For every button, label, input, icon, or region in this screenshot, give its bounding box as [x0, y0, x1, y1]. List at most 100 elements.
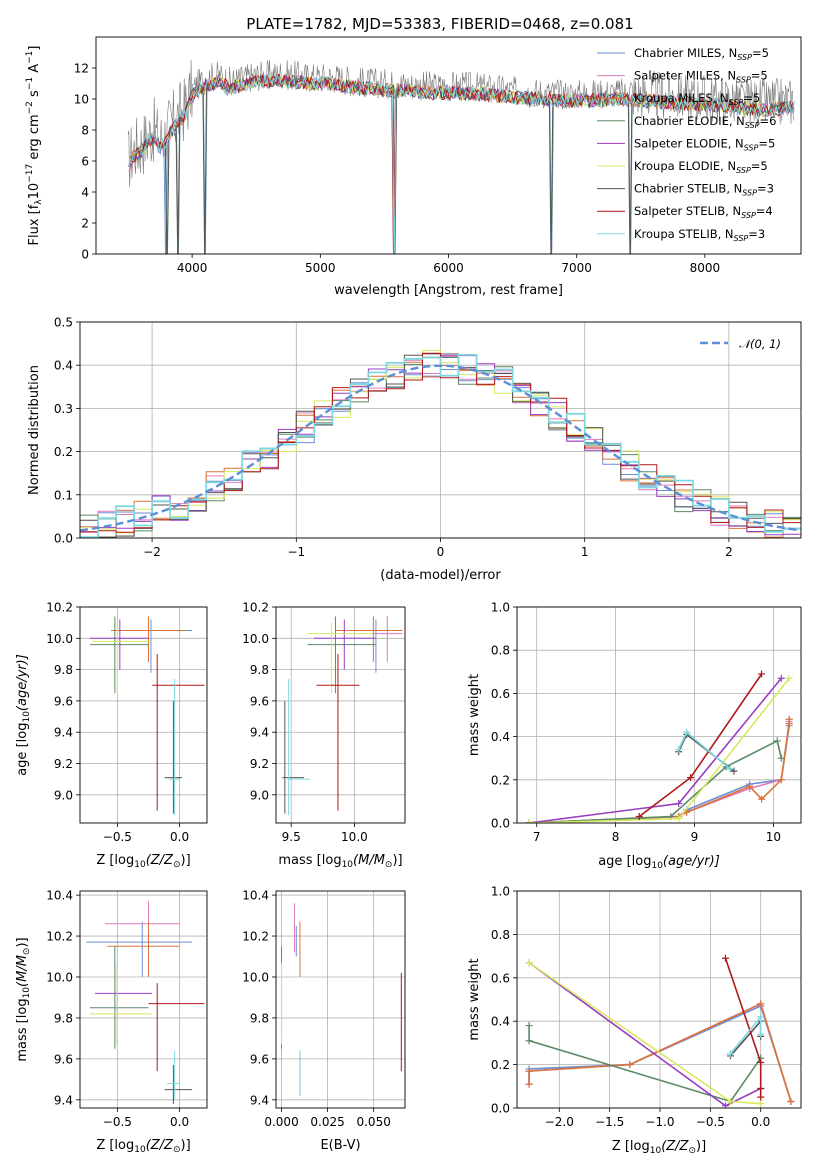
weight-vs-Z-marker-8: [757, 1058, 765, 1066]
spectrum-xtick-label: 5000: [305, 261, 336, 275]
age-vs-mass-xlabel-part: (M/M: [353, 853, 385, 868]
mass-vs-Z-xlabel-part: 10: [134, 1145, 146, 1155]
residuals-xlabel: (data-model)/error: [380, 568, 501, 583]
weight-vs-Z-xtick-label: −1.0: [645, 1115, 674, 1129]
mass-vs-Z-ytick-label: 10.0: [46, 970, 73, 984]
mass-vs-EBV-frame: [275, 890, 406, 1109]
age-vs-mass-xlabel-part: mass [log: [278, 853, 341, 868]
mass-vs-Z-xlabel-part: Z [log: [96, 1138, 134, 1153]
weight-vs-Z-ytick-label: 0.0: [491, 1102, 510, 1116]
weight-vs-Z-xlabel-part: ⊙: [688, 1146, 696, 1156]
mass-vs-Z-xtick-label: 0.0: [170, 1115, 189, 1129]
weight-vs-Z-xtick-label: −2.0: [545, 1115, 574, 1129]
mass-vs-EBV-ytick-label: 9.6: [250, 1052, 269, 1066]
weight-vs-Z-xtick-label: −0.5: [696, 1115, 725, 1129]
age-vs-Z-xlabel-part: 10: [134, 860, 146, 870]
weight-vs-Z-marker-9: [727, 1050, 735, 1058]
legend-label-1: Chabrier MILES, NSSP=5: [634, 46, 769, 62]
legend-label-8: Salpeter STELIB, NSSP=4: [634, 204, 773, 220]
weight-vs-Z-ytick-label: 0.4: [491, 1015, 510, 1029]
model-spectrum-9: [131, 74, 795, 254]
weight-vs-age-ytick-label: 0.8: [491, 644, 510, 658]
mass-vs-Z-ylabel-part: mass [log: [15, 998, 30, 1061]
mass-vs-EBV-ytick-label: 10.4: [242, 889, 269, 903]
age-vs-mass-ytick-label: 9.2: [250, 757, 269, 771]
age-vs-Z-xlabel-part: )]: [181, 853, 191, 868]
weight-vs-Z-ytick-label: 1.0: [491, 885, 510, 899]
age-vs-Z-xlabel: Z [log10(Z/Z⊙)]: [96, 853, 190, 870]
weight-vs-Z-marker-3: [757, 1000, 765, 1008]
residuals-xtick-label: 0: [437, 545, 445, 559]
weight-vs-Z-marker-4: [525, 1022, 533, 1030]
mass-vs-EBV-panel: 0.000 0.025 0.050 9.4 9.6 9.8 10.0 10.2 10.4 E(B-…: [242, 889, 406, 1153]
age-vs-Z-frame: [79, 606, 208, 824]
residuals-plot-area: [80, 350, 801, 538]
spectrum-ylabel-part: −17: [25, 164, 35, 183]
legend-label-3: Kroupa MILES, NSSP=5: [634, 91, 760, 107]
mass-vs-EBV-xtick-label: 0.000: [264, 1115, 298, 1129]
weight-vs-age-xlabel-part: (age/yr)]: [663, 854, 720, 869]
age-vs-Z-xlabel-part: (Z/Z: [146, 853, 174, 868]
figure-title: PLATE=1782, MJD=53383, FIBERID=0468, z=0…: [246, 15, 633, 33]
weight-vs-Z-line-4: [528, 1025, 762, 1103]
weight-vs-Z-marker-3: [626, 1061, 634, 1069]
age-vs-mass-xtick-label: 9.5: [282, 830, 301, 844]
legend-sub: SSP: [734, 234, 749, 243]
legend-sub: SSP: [729, 98, 744, 107]
spectrum-plot-area: [127, 59, 795, 254]
legend-text: Salpeter MILES, N: [634, 69, 736, 83]
legend-suffix: =5: [751, 69, 768, 83]
residuals-ylabel-part: Normed distribution: [27, 365, 42, 495]
age-vs-mass-panel: 9.5 10.0 9.0 9.2 9.4 9.6 9.8 10.0 10.2 mass [log1…: [242, 601, 406, 870]
mass-vs-EBV-ytick-label: 10.0: [242, 970, 269, 984]
residuals-xtick-label: −1: [287, 545, 305, 559]
mass-vs-Z-frame: [79, 890, 208, 1109]
weight-vs-Z-marker-3: [525, 1067, 533, 1075]
weight-vs-age-marker-5: [675, 800, 683, 808]
spectrum-ylabel-part: ]: [27, 46, 42, 51]
weight-vs-age-marker-7: [730, 767, 738, 775]
legend-suffix: =5: [751, 159, 768, 173]
weight-vs-Z-ylabel-part: mass weight: [467, 958, 482, 1040]
weight-vs-age-frame: [516, 606, 802, 824]
age-vs-Z-ytick-label: 10.0: [46, 632, 73, 646]
legend-suffix: =4: [756, 204, 773, 218]
spectrum-ylabel-part: A: [27, 64, 42, 77]
weight-vs-Z-marker-8: [721, 954, 729, 962]
weight-vs-age-marker-3: [746, 782, 754, 790]
age-vs-mass-ytick-label: 9.8: [250, 663, 269, 677]
weight-vs-age-marker-5: [777, 674, 785, 682]
spectrum-ylabel-part: −2: [25, 101, 35, 114]
legend-sub: SSP: [736, 76, 751, 85]
weight-vs-age-xlabel-part: age [log: [598, 854, 651, 869]
residuals-ytick-label: 0.2: [54, 445, 73, 459]
legend-suffix: =5: [758, 136, 775, 150]
residuals-xtick-label: −2: [143, 545, 161, 559]
legend-text: Kroupa STELIB, N: [634, 227, 734, 241]
spectrum-xtick-label: 6000: [433, 261, 464, 275]
weight-vs-age-marker-6: [675, 815, 683, 823]
legend-suffix: =5: [743, 91, 760, 105]
legend-text: Salpeter STELIB, N: [634, 204, 741, 218]
residuals-panel: −2 −1 0 1 2 0.0 0.1 0.2 0.3 0.4 0.5 𝒩(0, 1) (data-mo…: [27, 316, 802, 583]
age-vs-Z-xlabel-part: ⊙: [173, 860, 181, 870]
residuals-ytick-label: 0.1: [54, 488, 73, 502]
weight-vs-age-xtick-label: 9: [691, 830, 699, 844]
weight-vs-Z-xlabel-part: Z [log: [612, 1139, 650, 1154]
age-vs-mass-xlabel-part: ⊙: [385, 860, 393, 870]
gaussian-legend-label: 𝒩(0, 1): [739, 337, 781, 351]
mass-vs-EBV-xtick-label: 0.050: [356, 1115, 390, 1129]
legend-sub: SSP: [745, 121, 760, 130]
weight-vs-age-xlabel-part: 10: [651, 861, 663, 871]
legend-label-6: Kroupa ELODIE, NSSP=5: [634, 159, 768, 175]
residuals-ylabel: Normed distribution: [27, 365, 42, 495]
mass-vs-Z-ytick-label: 10.2: [46, 930, 73, 944]
age-vs-mass-ytick-label: 10.2: [242, 601, 269, 615]
age-vs-mass-ytick-label: 10.0: [242, 632, 269, 646]
legend-label-7: Chabrier STELIB, NSSP=3: [634, 182, 774, 198]
weight-vs-Z-ylabel: mass weight: [467, 958, 482, 1040]
legend-label-5: Salpeter ELODIE, NSSP=5: [634, 136, 775, 152]
age-vs-mass-ytick-label: 9.4: [250, 726, 269, 740]
